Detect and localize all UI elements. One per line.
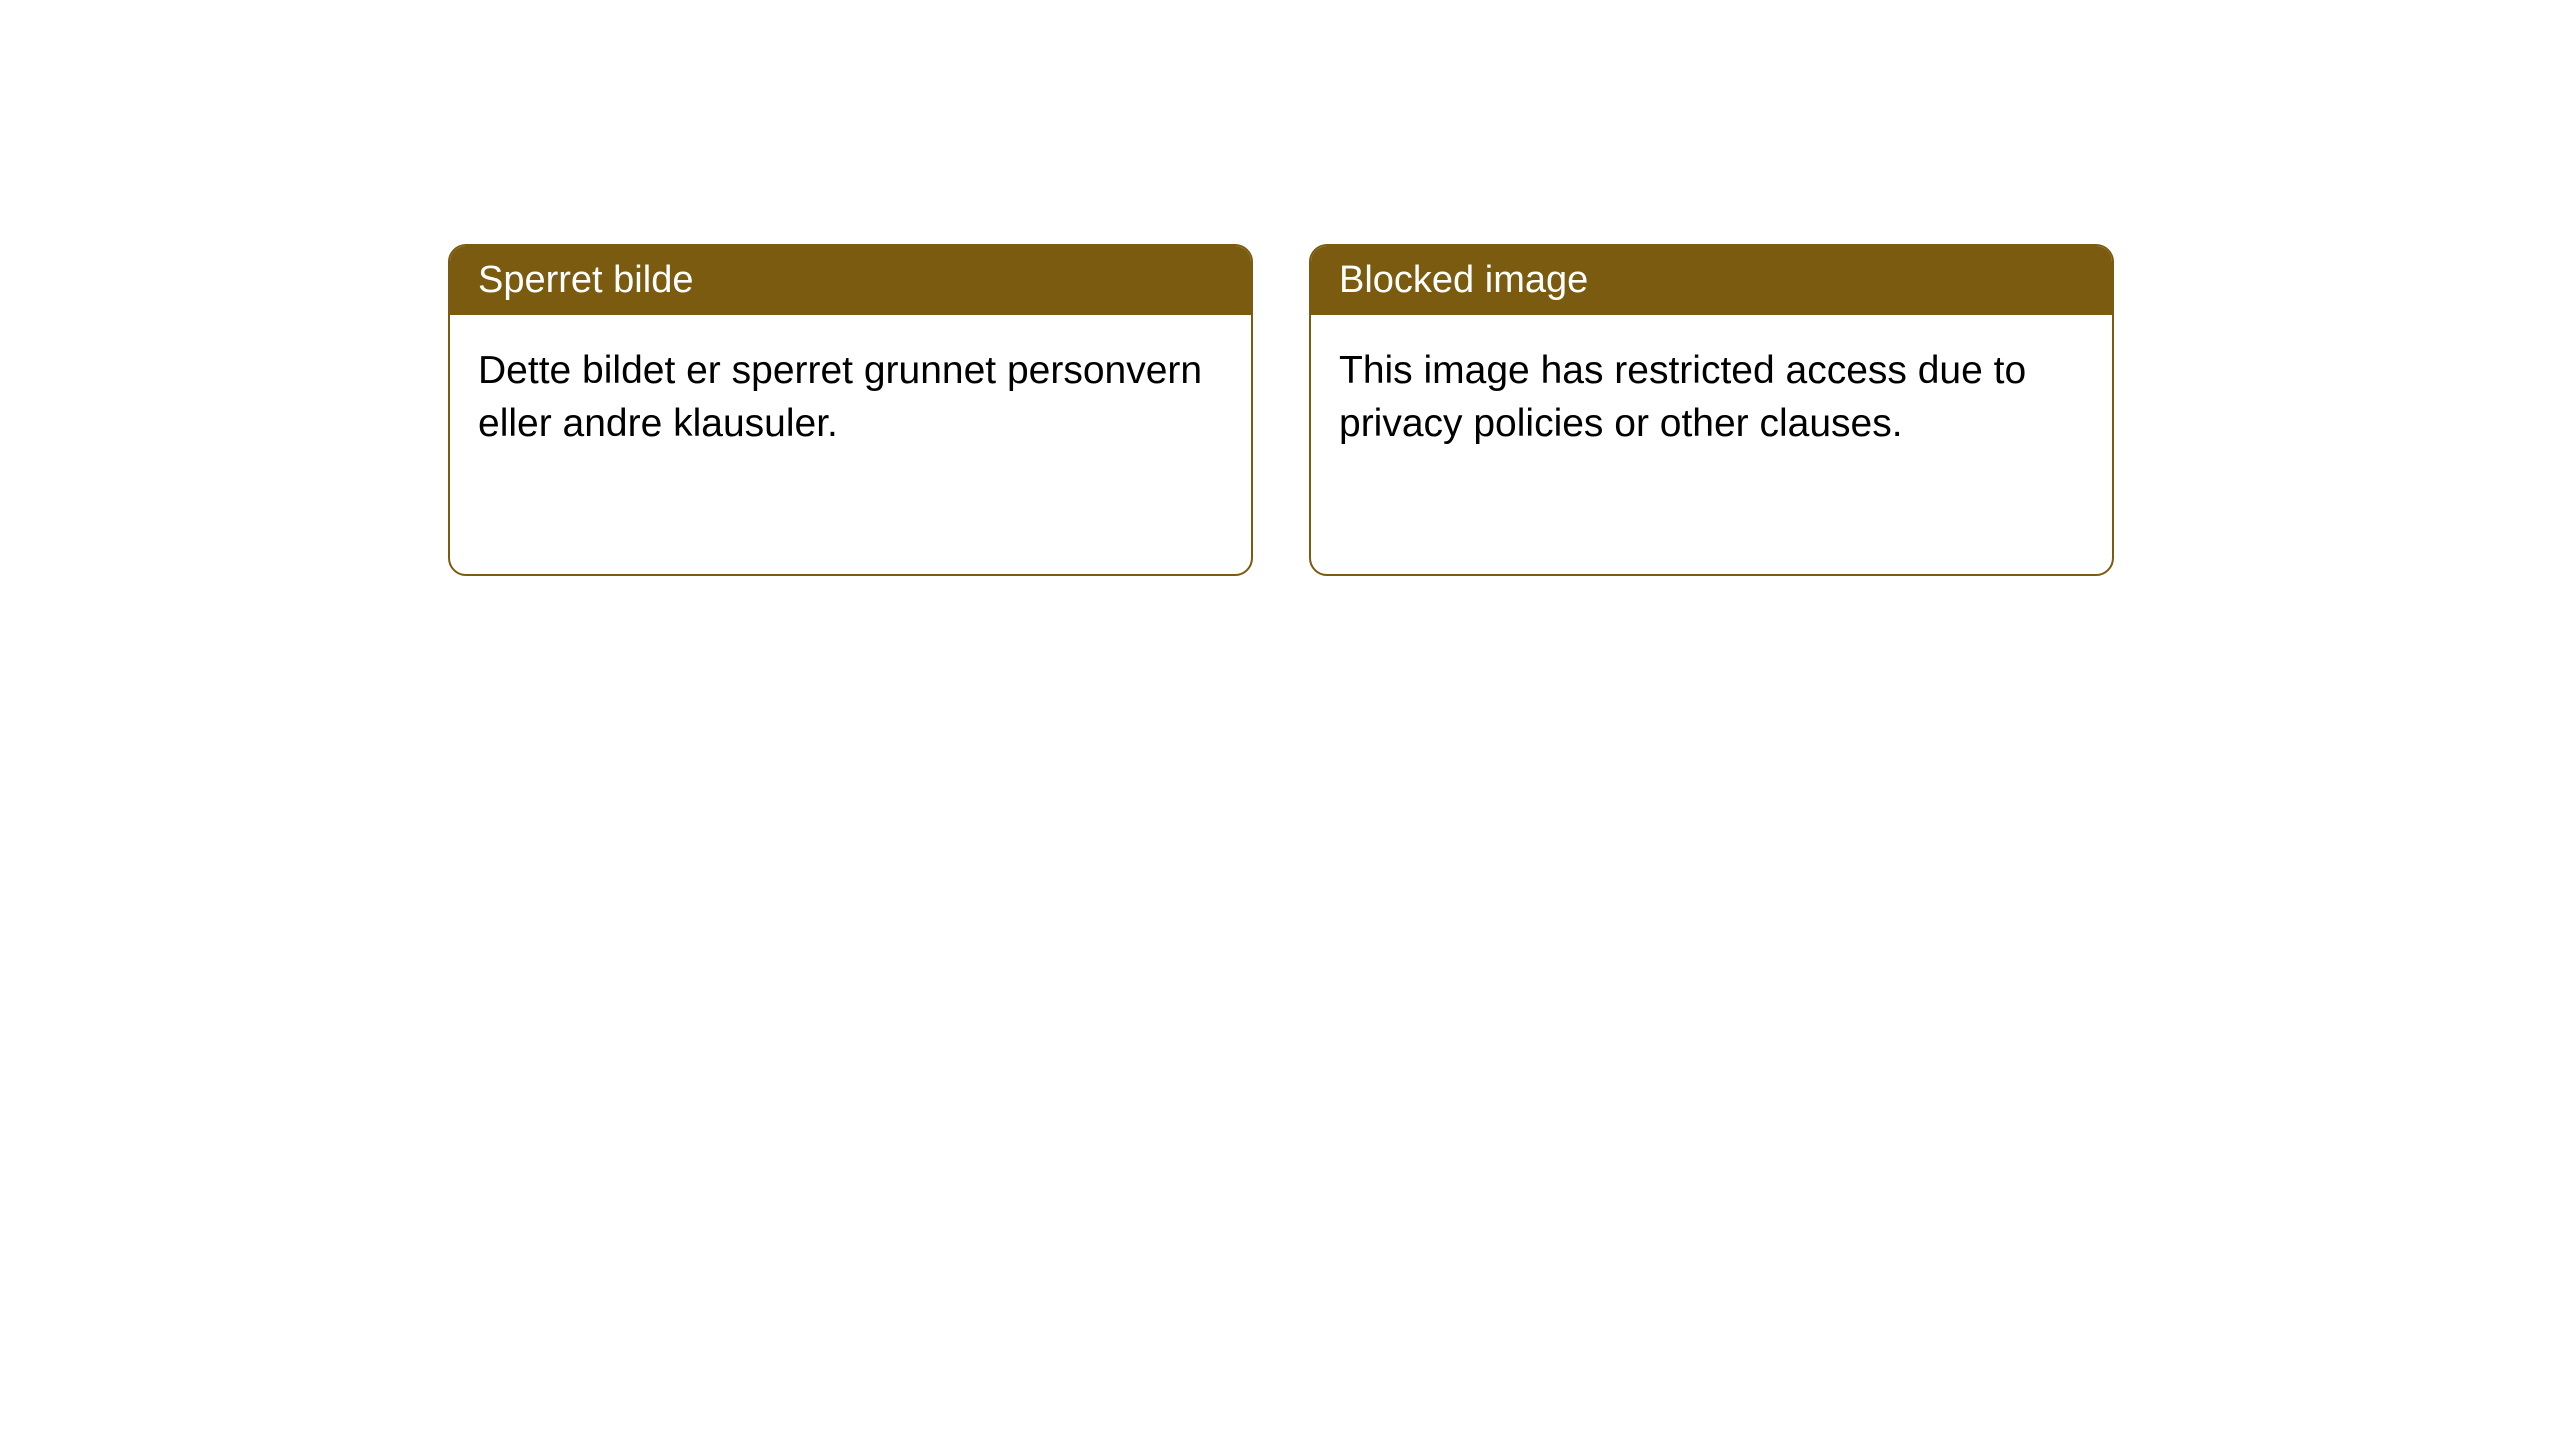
notice-container: Sperret bilde Dette bildet er sperret gr…	[448, 244, 2114, 576]
notice-body: Dette bildet er sperret grunnet personve…	[450, 315, 1251, 480]
notice-body: This image has restricted access due to …	[1311, 315, 2112, 480]
notice-card-english: Blocked image This image has restricted …	[1309, 244, 2114, 576]
notice-title: Sperret bilde	[478, 259, 693, 301]
notice-card-norwegian: Sperret bilde Dette bildet er sperret gr…	[448, 244, 1253, 576]
notice-title: Blocked image	[1339, 259, 1588, 301]
notice-header: Sperret bilde	[450, 246, 1251, 315]
notice-header: Blocked image	[1311, 246, 2112, 315]
notice-text: Dette bildet er sperret grunnet personve…	[478, 349, 1202, 445]
notice-text: This image has restricted access due to …	[1339, 349, 2026, 445]
